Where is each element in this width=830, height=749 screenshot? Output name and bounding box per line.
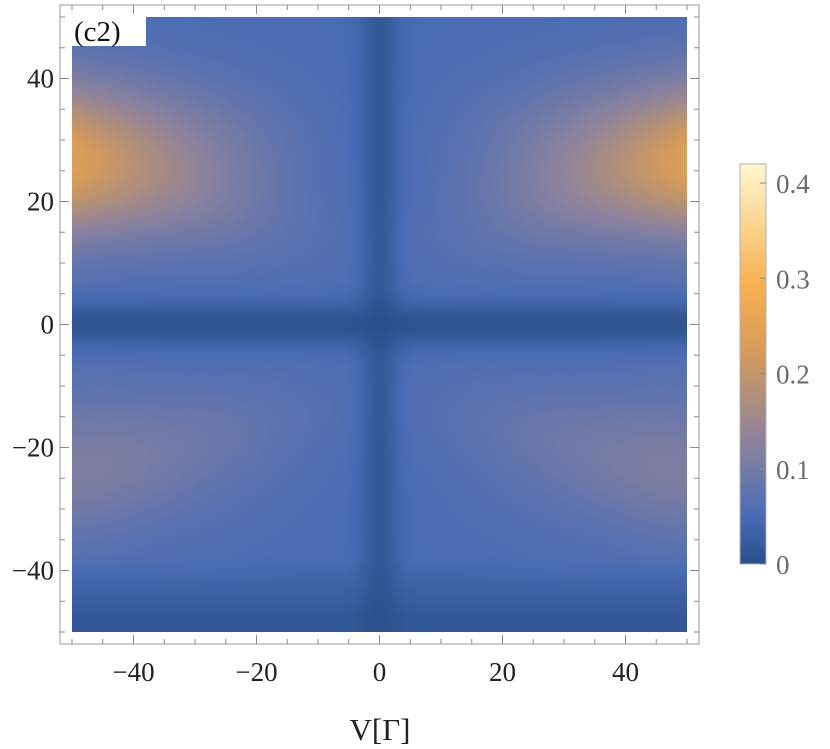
y-tick-label: 40 bbox=[27, 64, 54, 94]
colorbar-tick-label: 0.3 bbox=[776, 264, 810, 294]
colorbar-tick-label: 0 bbox=[776, 550, 790, 580]
panel-label: (c2) bbox=[74, 16, 121, 48]
plot-frame bbox=[59, 4, 700, 645]
x-tick-label: −40 bbox=[112, 657, 154, 687]
colorbar-gradient bbox=[740, 164, 766, 564]
y-tick-label: −20 bbox=[12, 433, 54, 463]
y-tick-label: 20 bbox=[27, 187, 54, 217]
heatmap-image bbox=[72, 17, 687, 632]
y-tick-label: 0 bbox=[41, 310, 55, 340]
panel-label-box bbox=[72, 17, 146, 46]
x-axis-title: V[Γ] bbox=[350, 712, 411, 747]
colorbar-tick-label: 0.2 bbox=[776, 360, 810, 390]
x-tick-label: −20 bbox=[235, 657, 277, 687]
x-tick-label: 40 bbox=[612, 657, 639, 687]
colorbar-frame bbox=[739, 163, 767, 565]
y-axis-ticks: 40 20 0 −20 −40 bbox=[12, 16, 699, 633]
y-tick-label: −40 bbox=[12, 556, 54, 586]
x-axis-ticks: −40 −20 0 20 40 bbox=[71, 5, 688, 687]
colorbar-tick-label: 0.4 bbox=[776, 169, 810, 199]
colorbar-tick-label: 0.1 bbox=[776, 455, 810, 485]
x-tick-label: 0 bbox=[373, 657, 387, 687]
colorbar-ticks: 0 0.1 0.2 0.3 0.4 bbox=[760, 169, 810, 580]
x-tick-label: 20 bbox=[489, 657, 516, 687]
